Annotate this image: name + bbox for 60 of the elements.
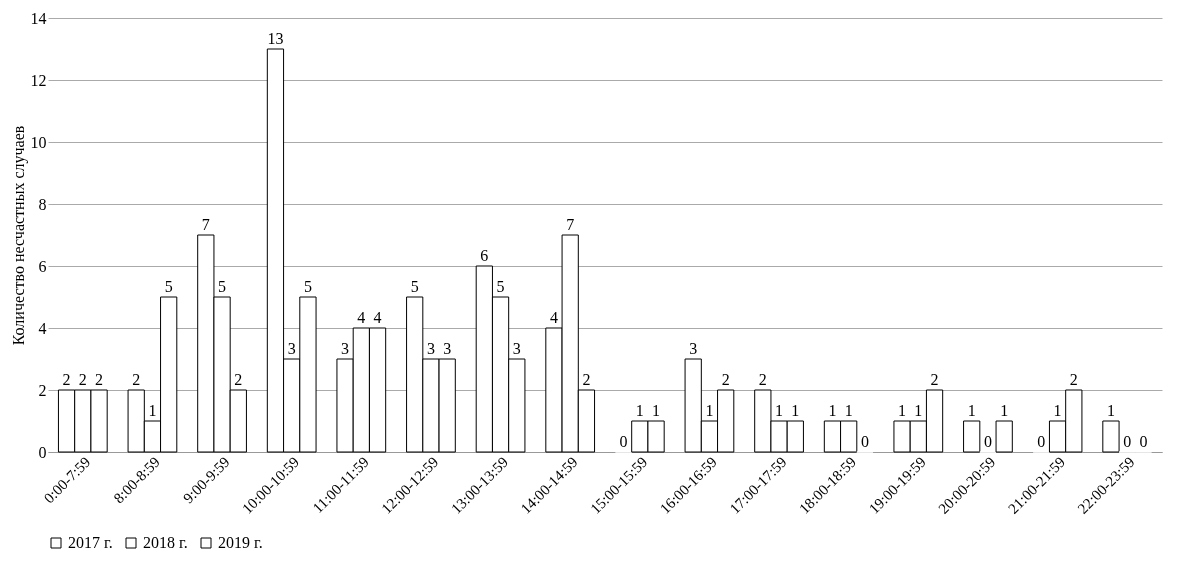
data-label: 0 (1139, 433, 1148, 450)
data-label: 1 (967, 402, 976, 419)
data-label: 2 (582, 371, 591, 388)
data-label: 4 (357, 309, 366, 326)
legend-label: 2017 г. (68, 534, 113, 551)
y-tick-label: 0 (38, 443, 47, 461)
data-label: 0 (983, 433, 992, 450)
data-label: 3 (512, 340, 521, 357)
data-label: 1 (652, 402, 661, 419)
y-axis-title: Количество несчастных случаев (9, 125, 28, 346)
y-tick-label: 4 (38, 319, 47, 337)
data-label: 1 (705, 402, 714, 419)
data-label: 5 (410, 278, 419, 295)
data-label: 3 (443, 340, 452, 357)
data-label: 0 (619, 433, 628, 450)
data-label: 2 (930, 371, 939, 388)
data-label: 4 (549, 309, 558, 326)
data-label: 1 (1053, 402, 1062, 419)
data-label: 2 (1069, 371, 1078, 388)
data-label: 0 (1037, 433, 1046, 450)
data-label: 2 (234, 371, 243, 388)
data-label: 3 (341, 340, 350, 357)
data-label: 7 (566, 216, 575, 233)
data-label: 3 (426, 340, 435, 357)
y-tick-label: 6 (38, 257, 47, 275)
data-label: 6 (480, 247, 489, 264)
data-label: 2 (132, 371, 141, 388)
data-label: 13 (267, 30, 284, 47)
y-tick-label: 14 (30, 9, 47, 27)
data-label: 1 (828, 402, 837, 419)
data-label: 4 (373, 309, 382, 326)
legend-label: 2019 г. (218, 534, 263, 551)
data-label: 5 (218, 278, 227, 295)
data-label: 1 (844, 402, 853, 419)
data-label: 1 (775, 402, 784, 419)
data-label: 1 (898, 402, 907, 419)
y-tick-label: 2 (38, 381, 47, 399)
data-label: 3 (287, 340, 296, 357)
data-label: 5 (164, 278, 173, 295)
data-label: 1 (791, 402, 800, 419)
data-label: 5 (303, 278, 312, 295)
data-label: 2 (721, 371, 730, 388)
data-label: 2 (78, 371, 87, 388)
data-label: 0 (1123, 433, 1132, 450)
data-label: 1 (914, 402, 923, 419)
data-label: 2 (758, 371, 767, 388)
data-label: 1 (635, 402, 644, 419)
data-label: 1 (148, 402, 157, 419)
data-label: 5 (496, 278, 505, 295)
legend-label: 2018 г. (143, 534, 188, 551)
data-label: 2 (62, 371, 71, 388)
y-tick-label: 12 (30, 71, 47, 89)
data-label: 2 (95, 371, 104, 388)
data-label: 1 (1106, 402, 1115, 419)
y-tick-label: 8 (38, 195, 47, 213)
data-label: 3 (689, 340, 698, 357)
data-label: 7 (201, 216, 210, 233)
y-tick-label: 10 (30, 133, 47, 151)
data-label: 1 (1000, 402, 1009, 419)
data-label: 0 (860, 433, 869, 450)
